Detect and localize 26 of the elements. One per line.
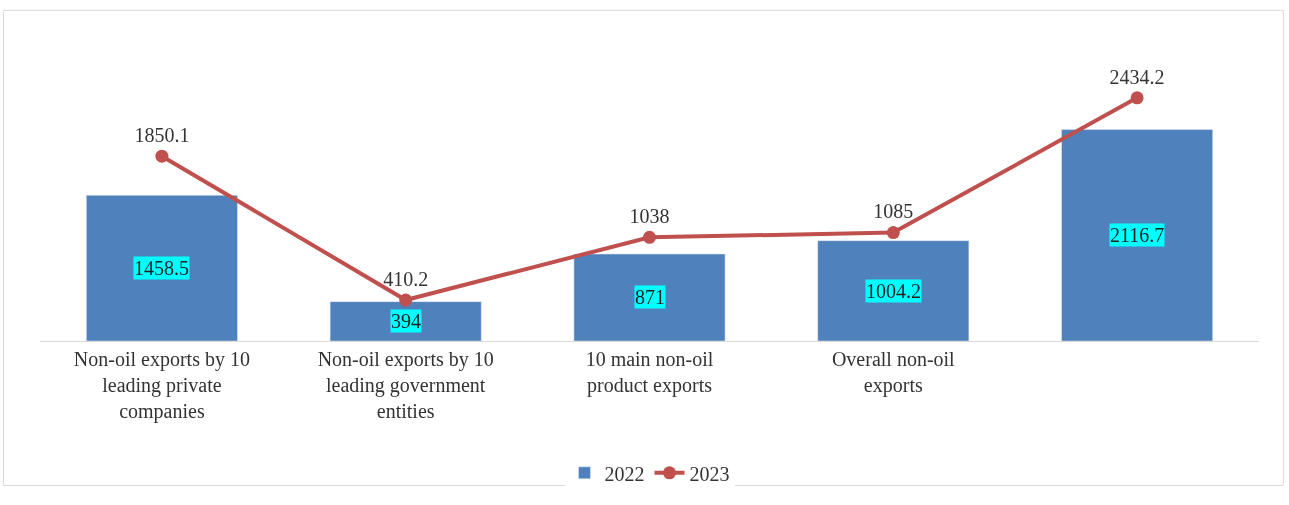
bar [1061, 129, 1213, 341]
point [155, 149, 169, 163]
x-tick-label: Non-oil exports by 10 leading private companies [73, 348, 250, 423]
data-label: 410.2 [383, 267, 429, 290]
legend-label: 2022 [604, 462, 645, 485]
data-label: 1085 [873, 200, 914, 223]
bar [573, 253, 726, 341]
data-label: 2434.2 [1109, 65, 1165, 88]
x-tick-label: 10 main non-oil product exports [585, 348, 714, 397]
point [886, 226, 900, 240]
data-label: 1850.1 [134, 124, 190, 147]
point [399, 293, 413, 307]
data-label: 1458.5 [134, 257, 189, 279]
x-tick-label: Non-oil exports by 10 leading government entities [317, 348, 494, 422]
data-label: 394 [391, 310, 421, 332]
point [1130, 91, 1144, 105]
legend-label: 2023 [689, 462, 730, 485]
bar [329, 301, 482, 341]
bar [86, 195, 238, 341]
data-label: 1004.2 [866, 280, 921, 302]
data-label: 1038 [629, 205, 670, 228]
bar [817, 240, 970, 341]
x-tick-label: Overall non-oil exports [831, 348, 956, 397]
point [643, 230, 656, 244]
data-label: 2116.7 [1110, 224, 1165, 246]
data-label: 871 [635, 286, 665, 308]
